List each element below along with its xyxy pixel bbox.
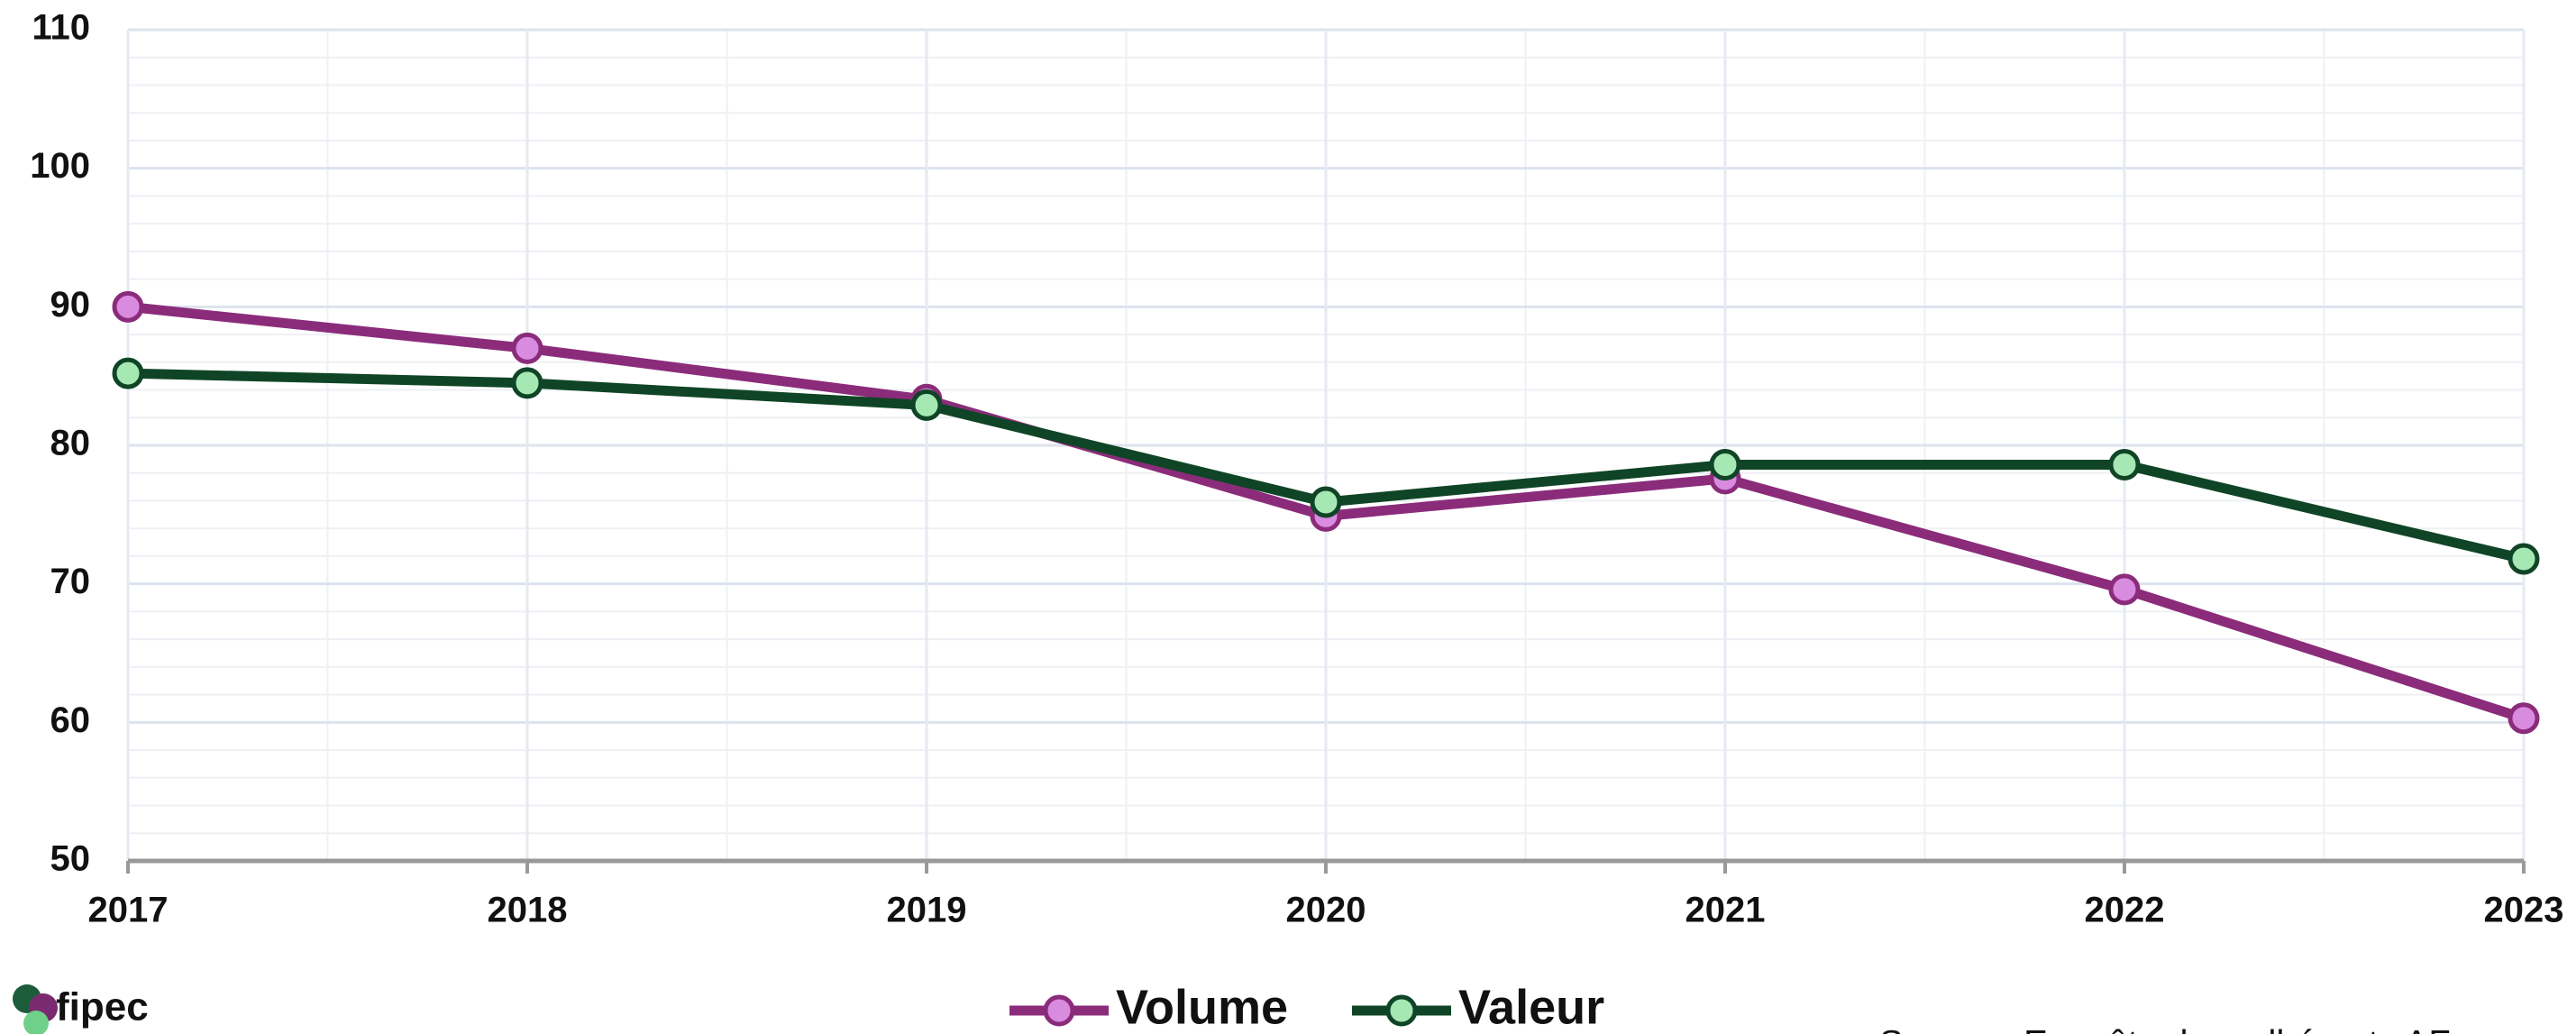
y-tick-label: 50 bbox=[50, 839, 91, 879]
source-note: Source : Enquête des adhérents AF bbox=[1879, 1024, 2451, 1034]
point-marker bbox=[2507, 702, 2540, 735]
point-marker bbox=[2108, 573, 2141, 606]
logo-text: fipec bbox=[56, 985, 149, 1029]
point-marker bbox=[1709, 449, 1741, 481]
x-tick-label: 2022 bbox=[2085, 891, 2165, 930]
legend-marker bbox=[1385, 994, 1418, 1027]
point-marker bbox=[1310, 486, 1342, 518]
point-marker bbox=[2108, 449, 2141, 481]
point-marker bbox=[112, 357, 144, 389]
x-tick-label: 2020 bbox=[1286, 891, 1366, 930]
logo: fipec bbox=[13, 984, 149, 1034]
point-marker bbox=[910, 389, 943, 421]
legend-label: Volume bbox=[1116, 980, 1288, 1034]
point-marker bbox=[2507, 543, 2540, 575]
x-tick-label: 2019 bbox=[887, 891, 967, 930]
point-marker bbox=[511, 332, 544, 364]
x-tick-label: 2017 bbox=[88, 891, 169, 930]
y-tick-label: 90 bbox=[50, 285, 91, 325]
y-tick-label: 60 bbox=[50, 700, 91, 740]
x-tick-label: 2023 bbox=[2484, 891, 2564, 930]
legend-marker bbox=[1043, 994, 1075, 1027]
y-tick-label: 110 bbox=[32, 8, 90, 48]
y-tick-label: 70 bbox=[50, 562, 91, 601]
legend-label: Valeur bbox=[1458, 980, 1604, 1034]
y-tick-label: 100 bbox=[30, 146, 90, 186]
x-tick-label: 2018 bbox=[488, 891, 568, 930]
point-marker bbox=[511, 367, 544, 399]
point-marker bbox=[112, 290, 144, 323]
x-tick-label: 2021 bbox=[1685, 891, 1766, 930]
y-tick-label: 80 bbox=[50, 424, 91, 463]
